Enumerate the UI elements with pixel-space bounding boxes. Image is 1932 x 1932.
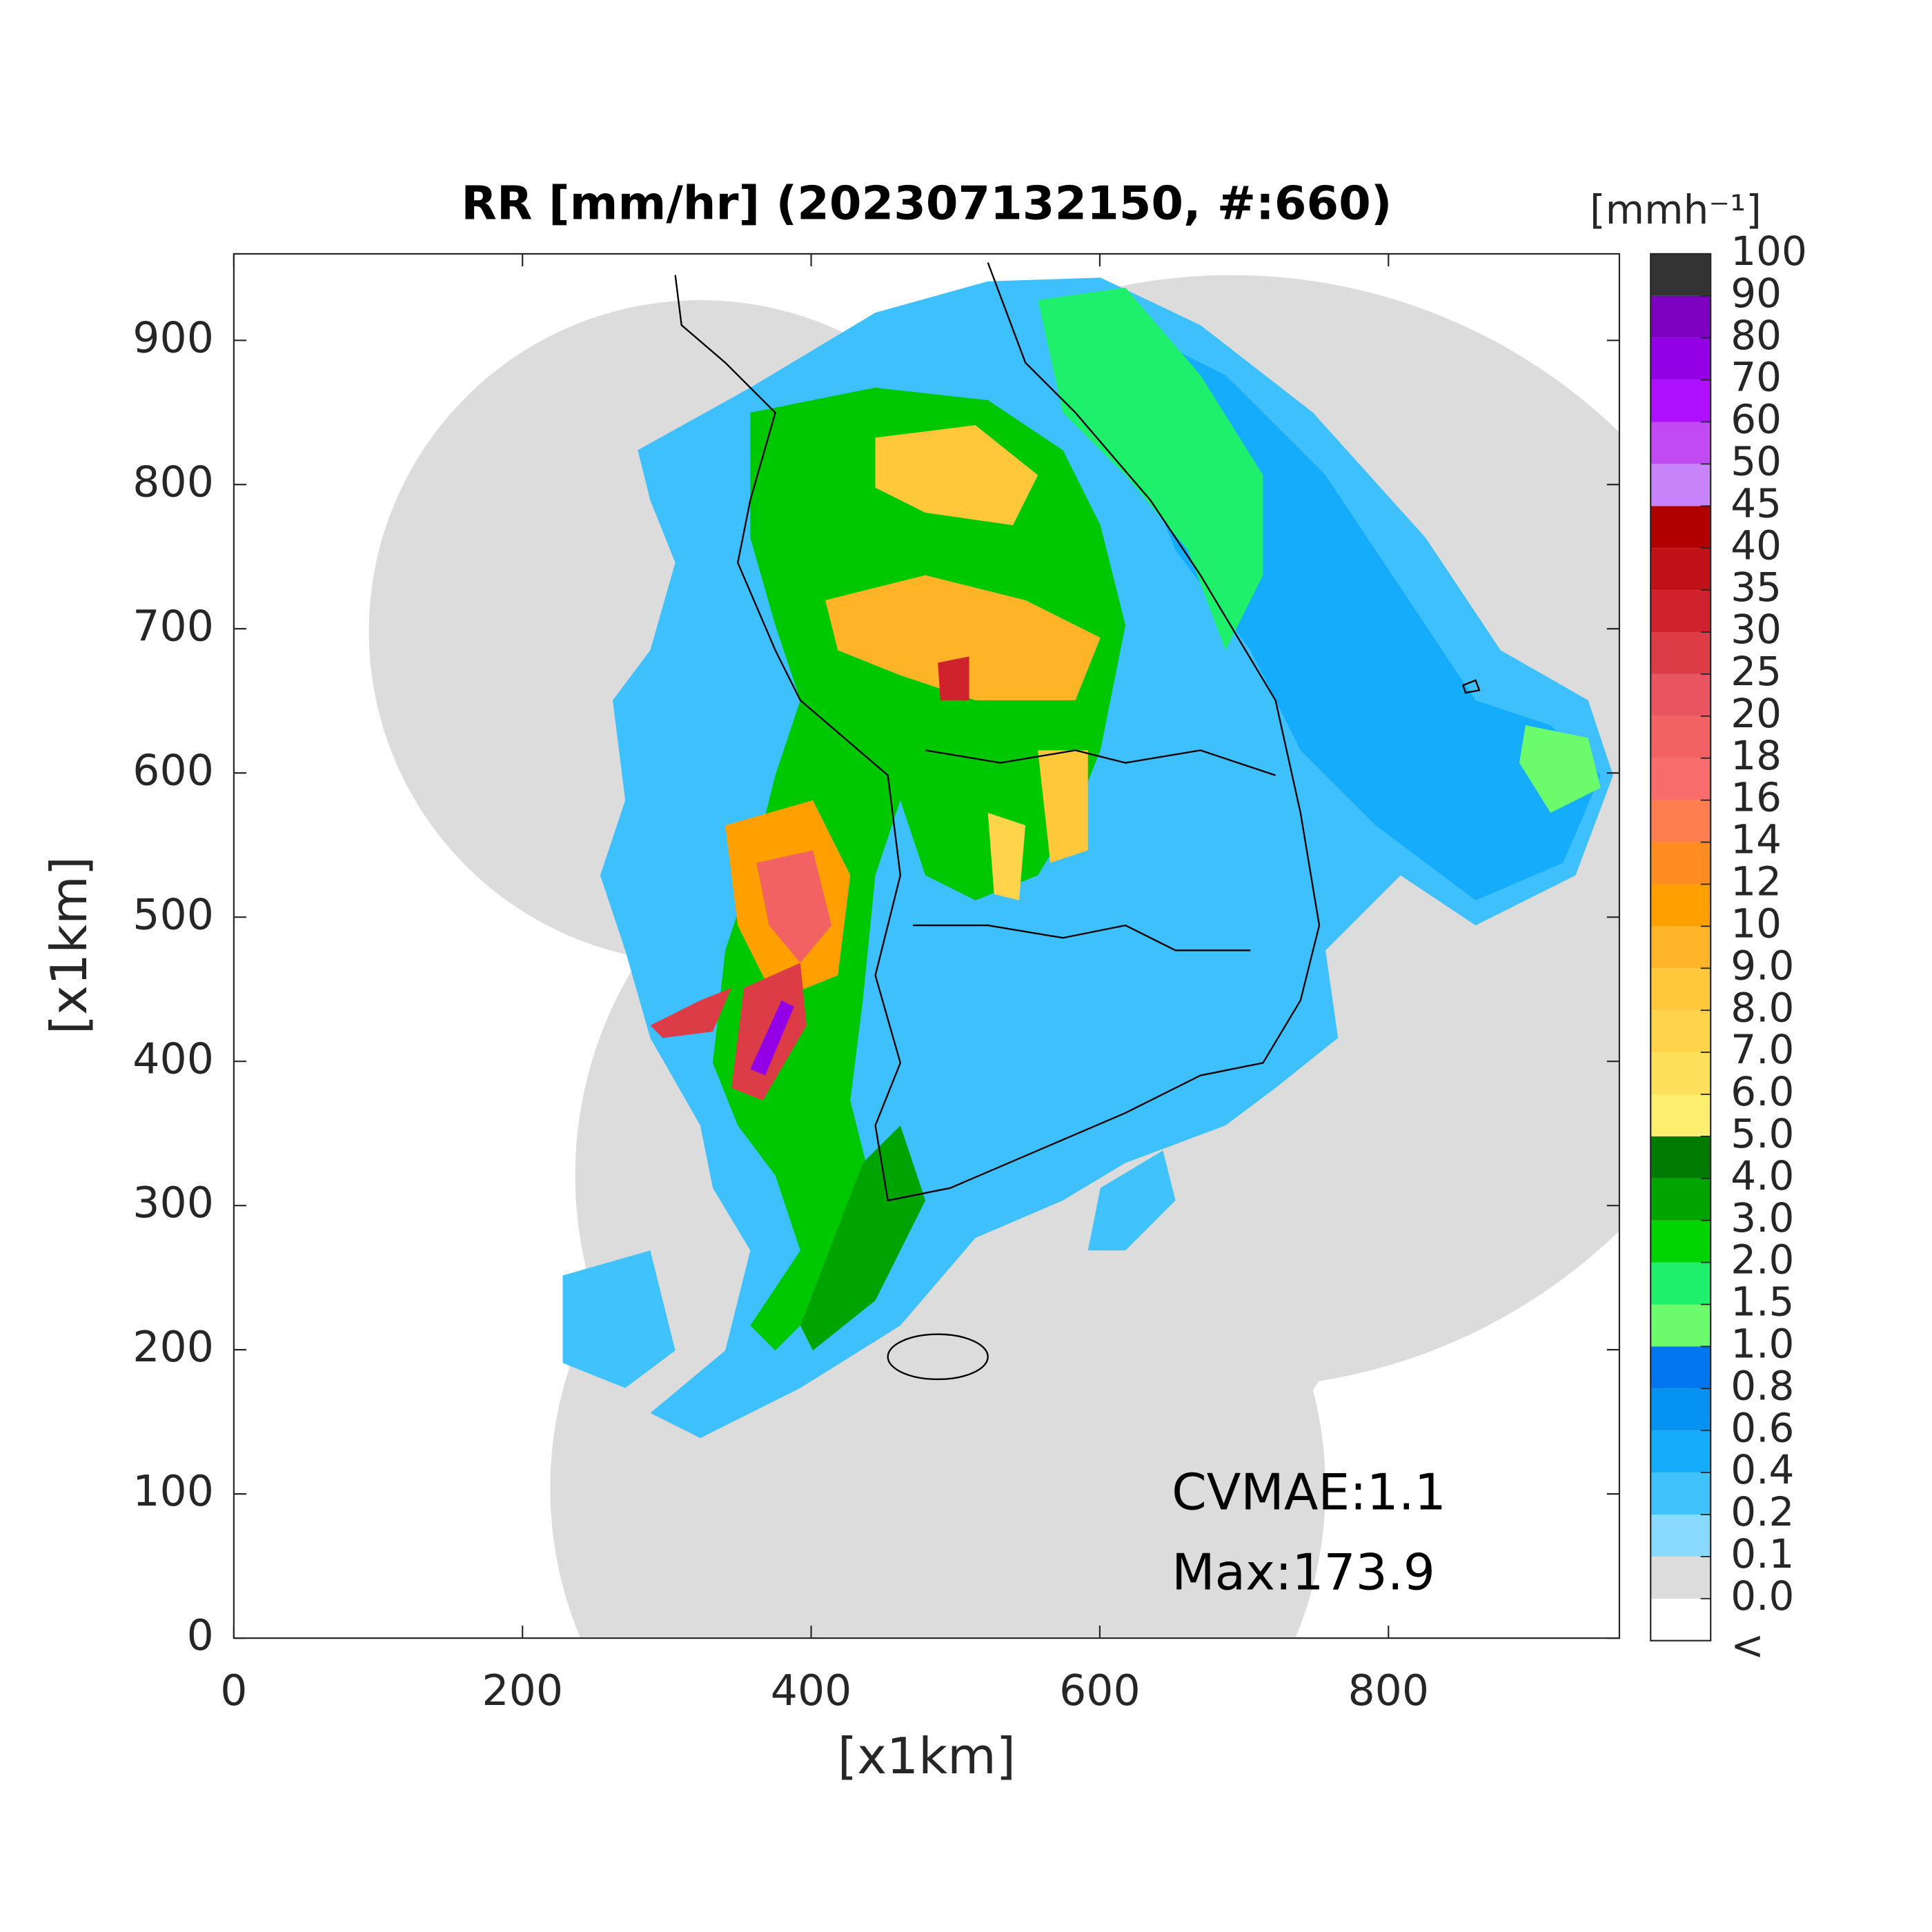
y-tick-label: 300 [132,1178,214,1228]
colorbar-under-label: < [1731,1622,1764,1669]
colorbar-label: 50 [1731,438,1782,485]
colorbar-band [1650,1515,1711,1557]
colorbar-label: 4.0 [1731,1152,1794,1199]
colorbar-band [1650,253,1711,296]
colorbar-band [1650,1472,1711,1515]
plot-frame [233,253,1621,1639]
colorbar-label: 90 [1731,270,1782,317]
rain-purple [750,1000,794,1076]
x-tick-label: 400 [771,1666,852,1715]
colorbar-frame [1650,253,1712,1642]
y-tick-label: 800 [132,457,214,506]
colorbar-label: 0.2 [1731,1488,1794,1535]
x-tick-label: 600 [1059,1666,1141,1715]
colorbar-band [1650,1430,1711,1473]
y-tick-label: 100 [132,1466,214,1516]
colorbar-label: 14 [1731,816,1782,863]
colorbar-label: 5.0 [1731,1110,1794,1157]
colorbar-band [1650,379,1711,422]
x-tick-label: 0 [220,1666,247,1715]
colorbar-label: 0.0 [1731,1573,1794,1619]
colorbar-band [1650,716,1711,758]
y-tick-label: 400 [132,1034,214,1083]
radar-field [368,262,1619,1639]
colorbar-label: 2.0 [1731,1236,1794,1283]
coastline [674,262,1481,1381]
colorbar-label: 0.1 [1731,1530,1794,1577]
colorbar-band [1650,673,1711,716]
colorbar-band [1650,337,1711,380]
y-tick-label: 900 [132,313,214,362]
colorbar-label: 8.0 [1731,984,1794,1031]
colorbar-band [1650,632,1711,674]
colorbar-label: 1.5 [1731,1279,1794,1325]
colorbar-band [1650,1094,1711,1136]
colorbar-label: 30 [1731,606,1782,653]
colorbar-band [1650,926,1711,969]
y-axis-label: [x1km] [41,856,99,1034]
y-tick-label: 700 [132,601,214,651]
colorbar-band [1650,1556,1711,1599]
x-tick-label: 800 [1348,1666,1429,1715]
y-tick-label: 200 [132,1322,214,1372]
colorbar-band [1650,506,1711,549]
colorbar-label: 70 [1731,354,1782,401]
colorbar-band [1650,1178,1711,1221]
colorbar-label: 3.0 [1731,1194,1794,1241]
y-tick-label: 500 [132,889,214,939]
y-tick-label: 600 [132,745,214,795]
colorbar-band [1650,590,1711,633]
colorbar-label: 45 [1731,480,1782,526]
colorbar-band [1650,1052,1711,1094]
colorbar-band [1650,1388,1711,1431]
colorbar-band [1650,758,1711,800]
y-tick-label: 0 [187,1610,214,1660]
colorbar-label: 80 [1731,312,1782,359]
colorbar-label: 20 [1731,690,1782,737]
colorbar-band [1650,1346,1711,1389]
colorbar-label: 40 [1731,522,1782,569]
x-tick-label: 200 [482,1666,563,1715]
colorbar-label: 18 [1731,732,1782,779]
x-axis-label: [x1km] [838,1728,1016,1786]
rain-yellow [725,425,1101,1000]
colorbar-label: 35 [1731,564,1782,611]
colorbar-title: [mmh⁻¹] [1590,186,1762,233]
annotation: Max:173.9 [1172,1544,1435,1602]
colorbar-label: 25 [1731,648,1782,695]
colorbar-label: 9.0 [1731,942,1794,989]
colorbar-band [1650,842,1711,885]
chart-title: RR [mm/hr] (202307132150, #:660) [461,177,1392,230]
colorbar-label: 1.0 [1731,1321,1794,1368]
colorbar-label: 100 [1731,228,1807,275]
colorbar-band [1650,968,1711,1011]
colorbar-label: 7.0 [1731,1026,1794,1073]
colorbar-label: 60 [1731,396,1782,443]
colorbar-band [1650,464,1711,506]
colorbar-band [1650,1220,1711,1263]
colorbar-band [1650,1598,1711,1641]
colorbar-band [1650,1010,1711,1053]
colorbar-label: 6.0 [1731,1068,1794,1115]
colorbar-label: 0.8 [1731,1362,1794,1409]
colorbar-label: 0.6 [1731,1404,1794,1451]
colorbar-band [1650,884,1711,927]
colorbar-band [1650,1136,1711,1179]
annotation: CVMAE:1.1 [1172,1464,1446,1522]
colorbar-band [1650,1262,1711,1305]
colorbar-label: 10 [1731,900,1782,947]
colorbar-band [1650,295,1711,338]
colorbar-band [1650,1304,1711,1347]
colorbar-band [1650,800,1711,842]
colorbar-label: 16 [1731,774,1782,821]
colorbar-band [1650,548,1711,591]
colorbar-label: 0.4 [1731,1446,1794,1493]
colorbar-band [1650,422,1711,464]
colorbar-label: 12 [1731,858,1782,905]
